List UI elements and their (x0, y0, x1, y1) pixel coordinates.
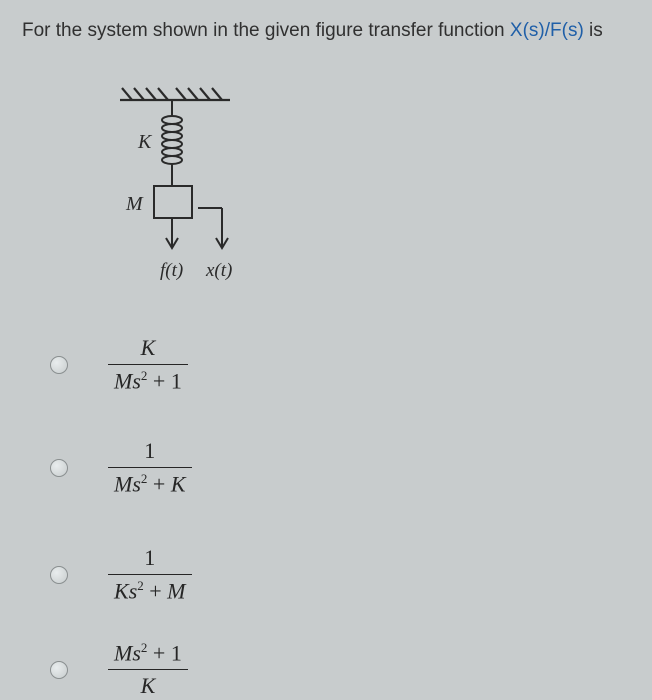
option-c[interactable]: 1Ks2 + M (50, 545, 192, 604)
question-tf: X(s)/F(s) (510, 20, 584, 41)
option-d[interactable]: Ms2 + 1K (50, 640, 188, 699)
question-prefix: For the system shown in the given figure… (22, 20, 510, 41)
force-label: f(t) (160, 260, 183, 281)
radio-d[interactable] (50, 661, 68, 679)
option-b[interactable]: 1Ms2 + K (50, 438, 192, 497)
option-c-formula: 1Ks2 + M (108, 545, 192, 604)
option-d-formula: Ms2 + 1K (108, 640, 188, 699)
system-figure: K M f(t) x(t) (110, 78, 280, 288)
radio-a[interactable] (50, 356, 68, 374)
disp-label: x(t) (205, 260, 232, 281)
radio-b[interactable] (50, 459, 68, 477)
option-b-formula: 1Ms2 + K (108, 438, 192, 497)
option-a[interactable]: KMs2 + 1 (50, 335, 188, 394)
page: For the system shown in the given figure… (0, 0, 652, 700)
spring-label: K (137, 131, 153, 153)
question-text: For the system shown in the given figure… (22, 18, 630, 44)
mass-label: M (125, 193, 144, 215)
radio-c[interactable] (50, 566, 68, 584)
question-suffix: is (584, 20, 603, 41)
option-a-formula: KMs2 + 1 (108, 335, 188, 394)
